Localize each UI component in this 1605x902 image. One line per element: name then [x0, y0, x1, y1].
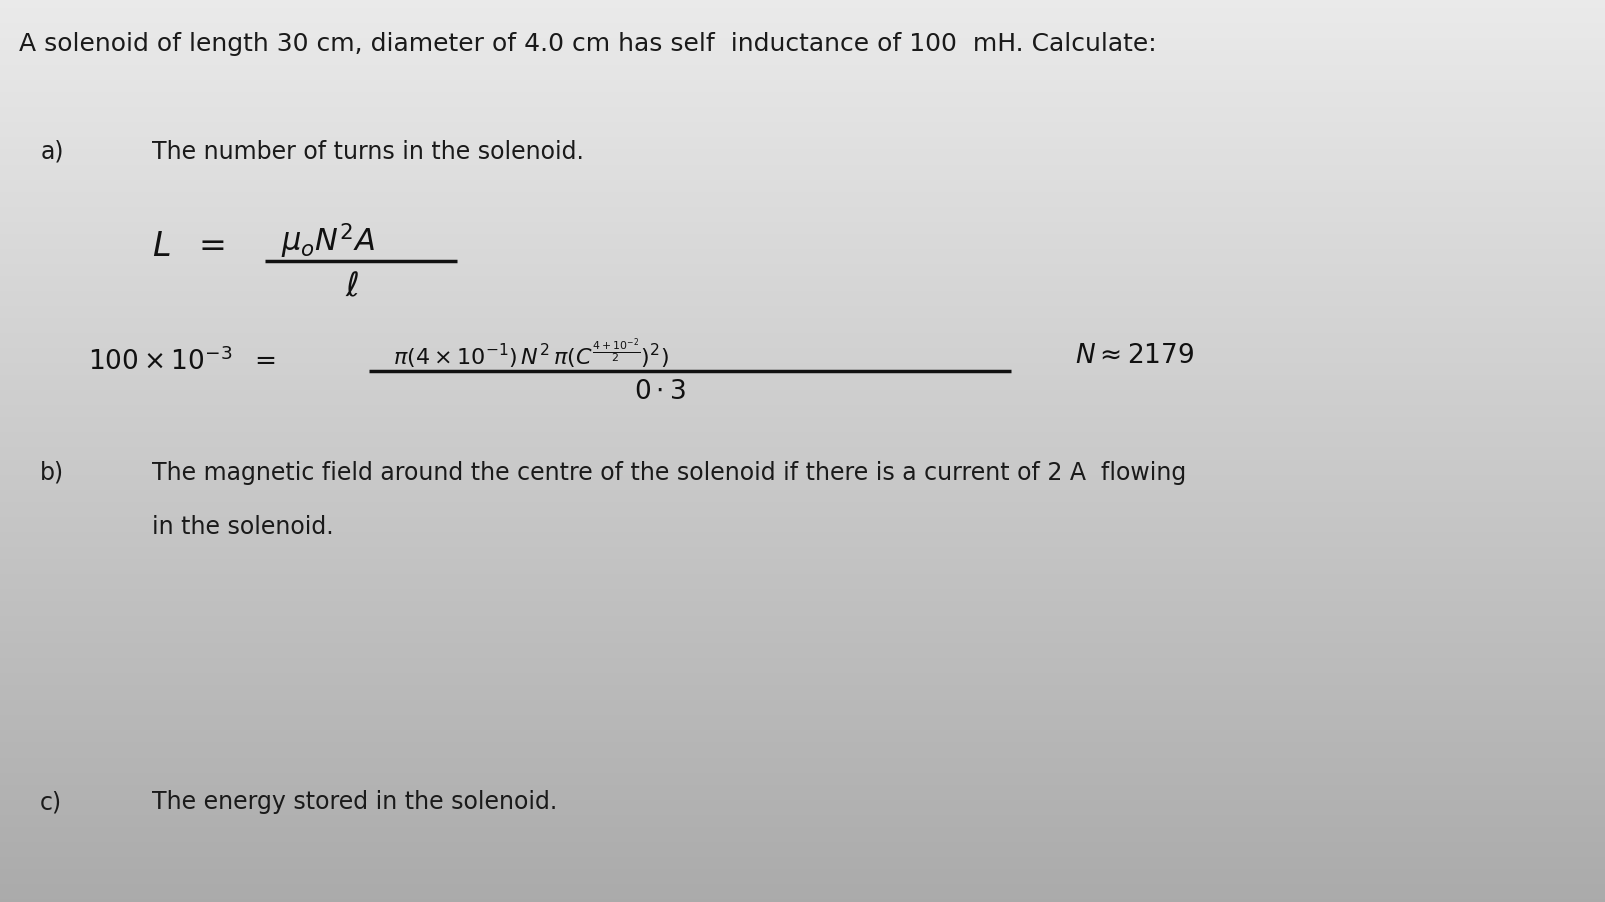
Text: a): a) [40, 140, 64, 164]
Text: $\mathit{N} \approx 2179$: $\mathit{N} \approx 2179$ [1075, 343, 1194, 369]
Text: $\pi(4 \times 10^{-1}) \, \mathit{N}^2 \, \pi(\mathit{C}^{\frac{4+10^{-2}}{2}})^: $\pi(4 \times 10^{-1}) \, \mathit{N}^2 \… [393, 336, 669, 371]
Text: $\mathit{L}$  $=$: $\mathit{L}$ $=$ [152, 230, 225, 263]
Text: b): b) [40, 460, 64, 484]
Text: $\mu_{\mathit{o}} \mathit{N}^2 \mathit{A}$: $\mu_{\mathit{o}} \mathit{N}^2 \mathit{A… [281, 221, 374, 261]
Text: The number of turns in the solenoid.: The number of turns in the solenoid. [152, 140, 584, 164]
Text: $0 \cdot 3$: $0 \cdot 3$ [634, 379, 685, 405]
Text: $100 \times 10^{-3}$  $=$: $100 \times 10^{-3}$ $=$ [88, 347, 276, 376]
Text: A solenoid of length 30 cm, diameter of 4.0 cm has self  inductance of 100  mH. : A solenoid of length 30 cm, diameter of … [19, 32, 1157, 56]
Text: The magnetic field around the centre of the solenoid if there is a current of 2 : The magnetic field around the centre of … [152, 460, 1186, 484]
Text: $\mathit{\ell}$: $\mathit{\ell}$ [345, 271, 360, 304]
Text: The energy stored in the solenoid.: The energy stored in the solenoid. [152, 789, 557, 814]
Text: in the solenoid.: in the solenoid. [152, 514, 334, 538]
Text: c): c) [40, 789, 63, 814]
